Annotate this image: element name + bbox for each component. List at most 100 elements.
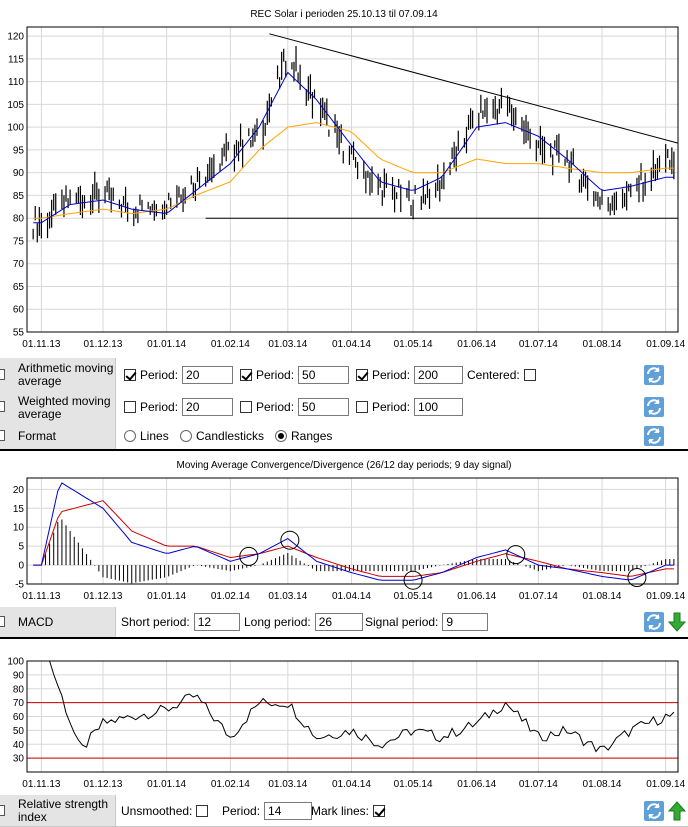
wma-period3-checkbox[interactable] <box>356 401 368 413</box>
refresh-icon[interactable] <box>644 612 664 632</box>
wma-period2-checkbox[interactable] <box>240 401 252 413</box>
macd-panel: Moving Average Convergence/Divergence (2… <box>0 451 688 607</box>
rsi-xtick-label: 01.07.14 <box>519 779 558 790</box>
rsi-ytick-label: 30 <box>13 754 25 765</box>
macd-xtick-label: 01.11.13 <box>22 591 61 602</box>
macd-label-text: MACD <box>18 615 54 629</box>
format-lines-radio[interactable] <box>124 430 136 442</box>
rsi-xtick-label: 01.11.13 <box>22 779 61 790</box>
ama-toggle-checkbox[interactable] <box>0 368 5 380</box>
rsi-ytick-label: 90 <box>13 670 25 681</box>
macd-signal-input[interactable] <box>442 613 489 631</box>
ama-period2-checkbox[interactable] <box>240 368 252 381</box>
price-chart-title: REC Solar i perioden 25.10.13 til 07.09.… <box>250 9 438 20</box>
macd-signal-label: Signal period: <box>365 615 439 629</box>
format-ranges-label: Ranges <box>291 429 333 443</box>
macd-ytick-label: 5 <box>18 542 24 553</box>
price-ytick-label: 55 <box>13 328 25 339</box>
rsi-xtick-label: 01.12.13 <box>84 779 123 790</box>
price-ytick-label: 65 <box>13 282 25 293</box>
macd-chart: Moving Average Convergence/Divergence (2… <box>13 460 686 602</box>
price-ytick-label: 60 <box>13 305 25 316</box>
macd-ytick-label: 10 <box>13 523 25 534</box>
rsi-label: Relative strength index <box>0 795 116 826</box>
rsi-xtick-label: 01.05.14 <box>394 779 433 790</box>
rsi-period-label: Period: <box>222 803 261 818</box>
macd-short-input[interactable] <box>193 613 240 631</box>
refresh-icon[interactable] <box>644 800 664 821</box>
rsi-xtick-label: 01.02.14 <box>211 779 250 790</box>
macd-crossover-marker <box>403 570 423 590</box>
format-ranges-radio[interactable] <box>275 430 287 442</box>
ama-period3-checkbox[interactable] <box>356 368 368 381</box>
wma-label: Weighted moving average <box>0 391 116 423</box>
macd-xtick-label: 01.01.14 <box>147 591 186 602</box>
rsi-unsmoothed-checkbox[interactable] <box>196 804 209 817</box>
rsi-chart: 100 90 80 70 60 50 40 30 01.11.13 01.12.13 01.01.… <box>7 657 685 791</box>
ama-period3-label: Period: <box>372 367 411 382</box>
wma-period3-input[interactable] <box>414 398 464 416</box>
macd-crossover-marker <box>239 546 259 566</box>
wma-period2-input[interactable] <box>298 398 350 416</box>
rsi-ytick-label: 60 <box>13 712 25 723</box>
price-xtick-label: 01.07.14 <box>519 339 558 350</box>
wma-label-text: Weighted moving average <box>18 393 111 421</box>
ma50-line <box>33 122 674 219</box>
price-ytick-label: 75 <box>13 236 25 247</box>
price-xtick-label: 01.06.14 <box>457 339 496 350</box>
macd-xtick-label: 01.06.14 <box>457 591 496 602</box>
refresh-icon[interactable] <box>644 397 664 417</box>
macd-long-label: Long period: <box>244 615 311 629</box>
macd-crossover-marker <box>506 545 526 565</box>
ama-period3-input[interactable] <box>414 365 464 384</box>
macd-xtick-label: 01.03.14 <box>268 591 307 602</box>
macd-xtick-label: 01.05.14 <box>394 591 433 602</box>
arrow-down-icon[interactable] <box>668 612 686 632</box>
wma-period1-label: Period: <box>140 400 179 414</box>
rsi-xtick-label: 01.08.14 <box>583 779 622 790</box>
macd-long-input[interactable] <box>314 613 363 631</box>
arrow-up-icon[interactable] <box>668 800 686 821</box>
ama-centered-label: Centered: <box>467 367 520 382</box>
rsi-panel: 100 90 80 70 60 50 40 30 01.11.13 01.12.13 01.01.… <box>0 639 688 795</box>
ama-period2-label: Period: <box>256 367 295 382</box>
macd-chart-title: Moving Average Convergence/Divergence (2… <box>176 460 511 471</box>
price-chart: REC Solar i perioden 25.10.13 til 07.09.… <box>7 9 685 350</box>
refresh-icon[interactable] <box>644 426 664 446</box>
macd-toggle-checkbox[interactable] <box>0 616 5 627</box>
price-ytick-label: 105 <box>7 100 24 111</box>
rsi-period-input[interactable] <box>264 801 313 820</box>
macd-ytick-label: -5 <box>15 580 24 591</box>
ama-centered-checkbox[interactable] <box>523 368 536 381</box>
ama-label: Arithmetic moving average <box>0 358 116 391</box>
rsi-marklines-checkbox[interactable] <box>373 804 386 817</box>
wma-period1-input[interactable] <box>182 398 234 416</box>
refresh-icon[interactable] <box>644 364 664 385</box>
format-lines-label: Lines <box>140 429 169 443</box>
ama-period2-input[interactable] <box>298 365 350 384</box>
macd-crossover-marker <box>627 568 647 588</box>
rsi-line <box>49 660 675 753</box>
ma20-line <box>33 71 674 224</box>
separator <box>0 449 688 451</box>
ama-period1-checkbox[interactable] <box>124 368 136 381</box>
rsi-ytick-label: 50 <box>13 726 25 737</box>
price-xtick-label: 01.03.14 <box>268 339 307 350</box>
macd-crossover-marker <box>280 530 300 550</box>
price-ytick-label: 110 <box>8 77 24 88</box>
rsi-ytick-label: 40 <box>13 740 25 751</box>
rsi-ytick-label: 100 <box>7 657 24 668</box>
format-candlesticks-radio[interactable] <box>180 430 192 442</box>
rsi-xtick-label: 01.01.14 <box>147 779 186 790</box>
price-ytick-label: 120 <box>7 32 24 43</box>
trend-line <box>269 33 679 144</box>
macd-xtick-label: 01.08.14 <box>583 591 622 602</box>
ama-period1-input[interactable] <box>182 365 234 384</box>
macd-xtick-label: 01.12.13 <box>84 591 123 602</box>
ama-row: Arithmetic moving average Period: Period… <box>0 358 688 392</box>
wma-toggle-checkbox[interactable] <box>0 401 5 412</box>
format-toggle-checkbox[interactable] <box>0 430 5 441</box>
rsi-toggle-checkbox[interactable] <box>0 804 5 816</box>
wma-period1-checkbox[interactable] <box>124 401 136 413</box>
rsi-xtick-label: 01.04.14 <box>332 779 371 790</box>
